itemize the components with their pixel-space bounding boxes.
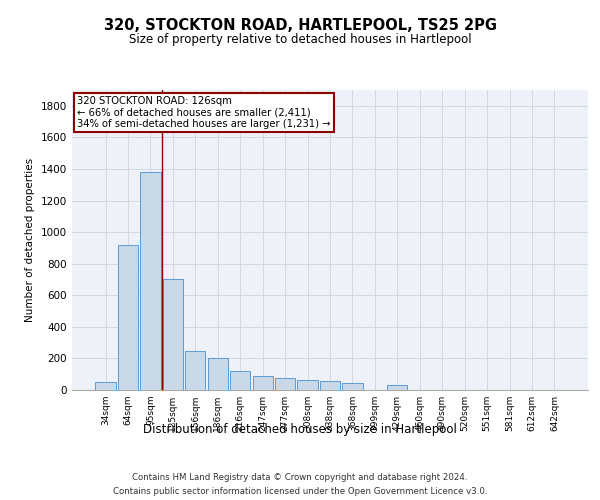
Bar <box>140 172 161 390</box>
Bar <box>253 376 273 390</box>
Bar <box>163 280 183 390</box>
Text: 320 STOCKTON ROAD: 126sqm
← 66% of detached houses are smaller (2,411)
34% of se: 320 STOCKTON ROAD: 126sqm ← 66% of detac… <box>77 96 331 129</box>
Text: Contains public sector information licensed under the Open Government Licence v3: Contains public sector information licen… <box>113 488 487 496</box>
Bar <box>230 371 250 390</box>
Bar <box>275 378 295 390</box>
Bar <box>343 383 362 390</box>
Bar <box>95 382 116 390</box>
Bar <box>208 358 228 390</box>
Y-axis label: Number of detached properties: Number of detached properties <box>25 158 35 322</box>
Text: Distribution of detached houses by size in Hartlepool: Distribution of detached houses by size … <box>143 422 457 436</box>
Bar <box>387 386 407 390</box>
Text: Contains HM Land Registry data © Crown copyright and database right 2024.: Contains HM Land Registry data © Crown c… <box>132 472 468 482</box>
Text: 320, STOCKTON ROAD, HARTLEPOOL, TS25 2PG: 320, STOCKTON ROAD, HARTLEPOOL, TS25 2PG <box>104 18 497 32</box>
Bar <box>118 244 138 390</box>
Bar <box>298 380 317 390</box>
Text: Size of property relative to detached houses in Hartlepool: Size of property relative to detached ho… <box>128 32 472 46</box>
Bar <box>185 350 205 390</box>
Bar <box>320 382 340 390</box>
